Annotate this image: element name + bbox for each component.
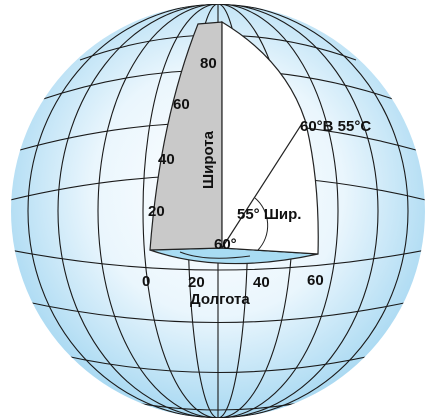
longitude-tick: 60 xyxy=(307,272,324,289)
angle-arc xyxy=(254,197,269,251)
longitude-tick: 40 xyxy=(253,274,270,291)
radius-line xyxy=(221,121,304,249)
point-label: 60°В 55°С xyxy=(300,118,371,135)
longitude-angle-label: 60° xyxy=(214,236,237,253)
longitude-tick: 20 xyxy=(188,274,205,291)
latitude-angle-label: 55° Шир. xyxy=(237,206,301,223)
latitude-tick: 80 xyxy=(200,55,217,72)
latitude-label: Широта xyxy=(200,130,217,189)
longitude-label: Долгота xyxy=(190,291,250,308)
latitude-tick: 20 xyxy=(148,203,165,220)
angle-arc xyxy=(179,251,251,259)
latitude-tick: 60 xyxy=(173,96,190,113)
meridian-plane xyxy=(149,21,223,251)
longitude-tick: 0 xyxy=(142,273,150,290)
latitude-tick: 40 xyxy=(158,151,175,168)
latitude-plane xyxy=(221,20,319,255)
